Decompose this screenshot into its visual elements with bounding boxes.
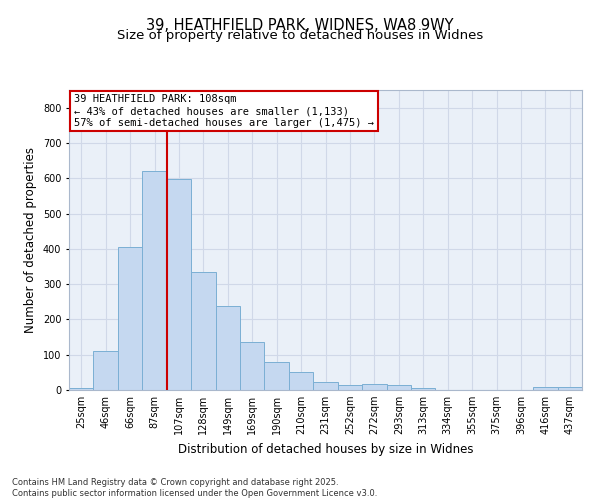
X-axis label: Distribution of detached houses by size in Widnes: Distribution of detached houses by size …	[178, 442, 473, 456]
Bar	[69, 388, 94, 390]
Text: 39, HEATHFIELD PARK, WIDNES, WA8 9WY: 39, HEATHFIELD PARK, WIDNES, WA8 9WY	[146, 18, 454, 32]
Bar	[533, 387, 557, 390]
Bar	[240, 342, 265, 390]
Bar	[411, 388, 436, 390]
Bar	[191, 272, 215, 390]
Text: Contains HM Land Registry data © Crown copyright and database right 2025.
Contai: Contains HM Land Registry data © Crown c…	[12, 478, 377, 498]
Y-axis label: Number of detached properties: Number of detached properties	[25, 147, 37, 333]
Bar	[362, 384, 386, 390]
Bar	[289, 372, 313, 390]
Bar	[338, 384, 362, 390]
Bar	[94, 351, 118, 390]
Bar	[142, 171, 167, 390]
Text: Size of property relative to detached houses in Widnes: Size of property relative to detached ho…	[117, 29, 483, 42]
Bar	[118, 247, 142, 390]
Bar	[557, 387, 582, 390]
Bar	[386, 384, 411, 390]
Bar	[167, 179, 191, 390]
Bar	[215, 306, 240, 390]
Bar	[313, 382, 338, 390]
Bar	[265, 362, 289, 390]
Text: 39 HEATHFIELD PARK: 108sqm
← 43% of detached houses are smaller (1,133)
57% of s: 39 HEATHFIELD PARK: 108sqm ← 43% of deta…	[74, 94, 374, 128]
